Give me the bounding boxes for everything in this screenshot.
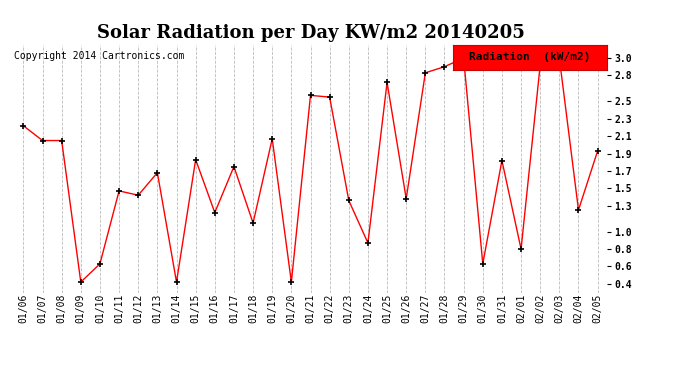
Text: Copyright 2014 Cartronics.com: Copyright 2014 Cartronics.com [14,51,184,61]
Title: Solar Radiation per Day KW/m2 20140205: Solar Radiation per Day KW/m2 20140205 [97,24,524,42]
